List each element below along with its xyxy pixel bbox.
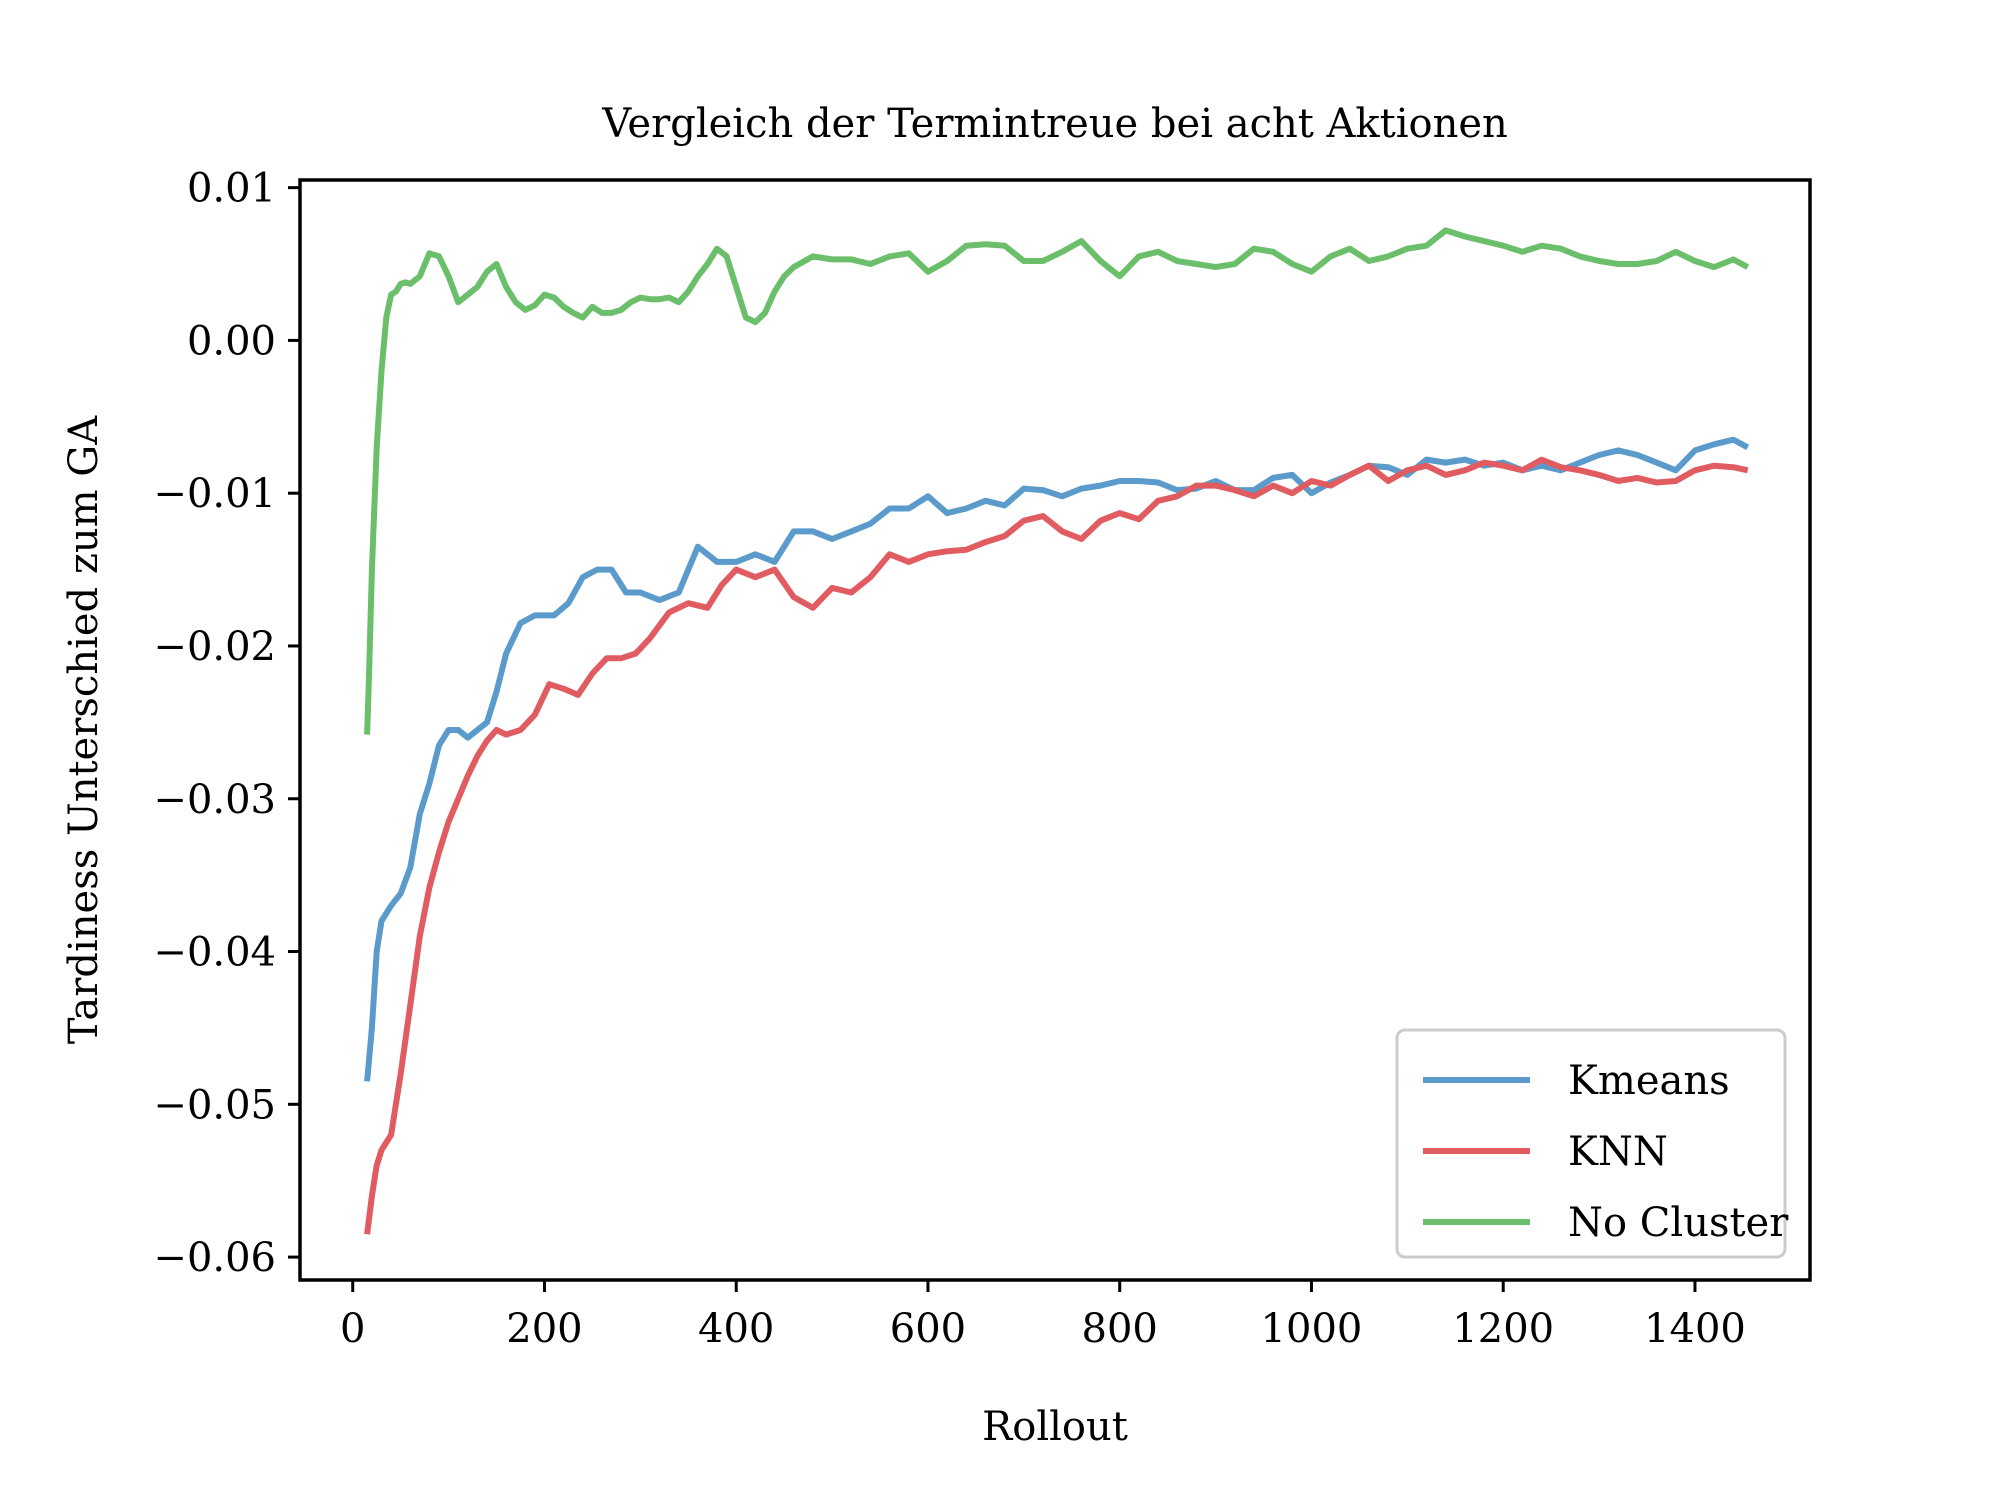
y-tick-label: 0.00 bbox=[187, 318, 276, 364]
y-tick-label: −0.02 bbox=[153, 624, 276, 670]
y-tick-label: −0.06 bbox=[153, 1235, 276, 1281]
chart-title: Vergleich der Termintreue bei acht Aktio… bbox=[601, 101, 1508, 147]
y-tick-label: −0.05 bbox=[153, 1082, 276, 1128]
y-axis-label: Tardiness Unterschied zum GA bbox=[61, 415, 107, 1044]
x-axis: 0 200 400 600 800 1000 1200 1400 bbox=[340, 1280, 1746, 1352]
plot-frame bbox=[298, 178, 1812, 1282]
plot-lines bbox=[364, 227, 1750, 1235]
x-tick-label: 1000 bbox=[1261, 1306, 1363, 1352]
x-tick-label: 0 bbox=[340, 1306, 365, 1352]
x-tick-label: 600 bbox=[890, 1306, 966, 1352]
legend-label-no-cluster: No Cluster bbox=[1568, 1200, 1789, 1246]
legend-label-kmeans: Kmeans bbox=[1568, 1058, 1730, 1104]
legend-box bbox=[1395, 1028, 1787, 1259]
y-tick-label: −0.04 bbox=[153, 930, 276, 976]
x-tick-label: 200 bbox=[506, 1306, 582, 1352]
x-tick-label: 400 bbox=[698, 1306, 774, 1352]
legend-label-knn: KNN bbox=[1568, 1129, 1668, 1175]
y-tick-label: −0.01 bbox=[153, 471, 276, 517]
y-axis: 0.01 0.00 −0.01 −0.02 −0.03 −0.04 −0.05 −0.06 bbox=[153, 166, 300, 1281]
x-tick-label: 1400 bbox=[1644, 1306, 1746, 1352]
x-axis-label: Rollout bbox=[982, 1404, 1128, 1450]
legend: Kmeans KNN No Cluster bbox=[1395, 1028, 1789, 1259]
x-tick-label: 1200 bbox=[1452, 1306, 1554, 1352]
series-line-knn bbox=[364, 456, 1749, 1235]
y-tick-label: 0.01 bbox=[187, 166, 276, 212]
x-tick-label: 800 bbox=[1082, 1306, 1158, 1352]
y-tick-label: −0.03 bbox=[153, 777, 276, 823]
series-line-no-cluster bbox=[364, 227, 1750, 735]
